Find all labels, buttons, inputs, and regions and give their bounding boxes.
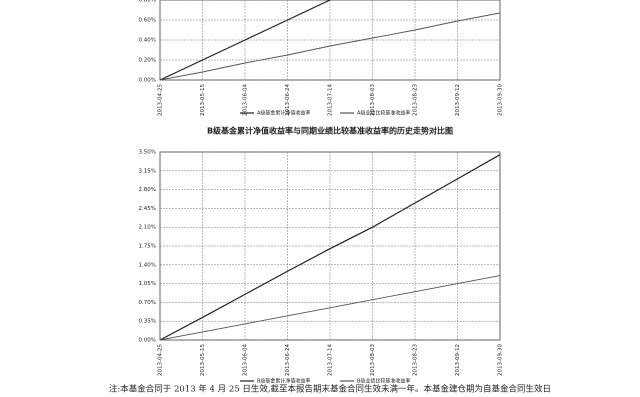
x-tick-label: 2013-06-04 <box>243 84 249 116</box>
chart-title: B级基金累计净值收益率与同期业绩比较基准收益率的历史走势对比图 <box>207 126 453 136</box>
y-tick-label: 2.80% <box>139 187 156 193</box>
data-line <box>160 154 500 340</box>
y-tick-label: 1.40% <box>139 262 156 268</box>
x-tick-label: 2013-06-24 <box>285 84 291 116</box>
plot-lines <box>160 154 500 340</box>
x-tick-label: 2013-08-03 <box>370 84 376 116</box>
plot-lines <box>160 0 500 80</box>
y-tick-label: 0.20% <box>139 58 156 64</box>
x-tick-label: 2013-06-04 <box>243 344 249 376</box>
data-line <box>160 12 500 80</box>
y-tick-label: 0.60% <box>139 18 156 24</box>
x-tick-label: 2013-09-30 <box>498 84 504 116</box>
data-line <box>160 0 332 80</box>
legend-label: A级基金累计净值收益率 <box>257 110 310 117</box>
x-tick-label: 2013-07-14 <box>328 84 334 116</box>
x-tick-label: 2013-08-23 <box>413 344 419 376</box>
x-tick-label: 2013-04-25 <box>158 84 164 116</box>
x-tick-label: 2013-08-23 <box>413 84 419 116</box>
y-tick-label: 2.45% <box>139 206 156 212</box>
y-tick-label: 1.75% <box>139 244 156 250</box>
x-tick-label: 2013-05-15 <box>200 344 206 376</box>
y-tick-label: 0.40% <box>139 38 156 44</box>
y-tick-label: 0.80% <box>139 0 156 4</box>
note: 注:本基金合同于 2013 年 4 月 25 日生效,截至本报告期末基金合同生效… <box>109 384 551 395</box>
x-tick-label: 2013-04-25 <box>158 344 164 376</box>
x-tick-label: 2013-08-03 <box>370 344 376 376</box>
x-tick-label: 2013-07-14 <box>328 344 334 376</box>
x-tick-label: 2013-06-24 <box>285 344 291 376</box>
legend-label: B级基金累计净值收益率 <box>257 378 310 385</box>
data-line <box>160 275 500 340</box>
y-tick-label: 3.15% <box>139 168 156 174</box>
x-tick-label: 2013-09-12 <box>455 84 461 116</box>
x-tick-label: 2013-09-30 <box>498 344 504 376</box>
x-tick-label: 2013-09-12 <box>455 344 461 376</box>
y-tick-label: 3.50% <box>139 150 156 156</box>
y-tick-label: 0.70% <box>139 300 156 306</box>
y-tick-label: 0.00% <box>139 78 156 84</box>
x-tick-label: 2013-05-15 <box>200 84 206 116</box>
y-tick-label: 0.00% <box>139 338 156 344</box>
legend-label: A级业绩比较基准收益率 <box>357 110 410 117</box>
y-tick-label: 1.05% <box>139 281 156 287</box>
y-tick-label: 2.10% <box>139 225 156 231</box>
y-tick-label: 0.35% <box>139 319 156 325</box>
legend-label: B级业绩比较基准收益率 <box>357 378 410 385</box>
